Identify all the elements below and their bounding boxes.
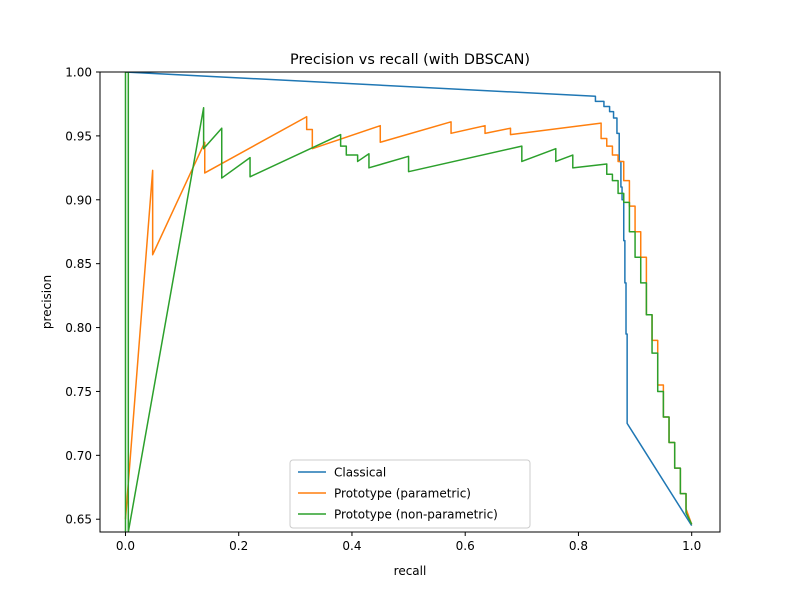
x-axis-label: recall [394,564,427,578]
y-axis-label: precision [40,275,54,329]
legend-label: Prototype (parametric) [334,487,471,501]
plot-frame [99,71,721,533]
chart-title: Precision vs recall (with DBSCAN) [290,52,530,68]
series-lines [124,72,693,532]
y-axis-ticks: 0.65 0.70 0.75 0.80 0.85 0.90 0.95 1.00 [65,66,100,527]
y-tick-label: 0.85 [65,257,92,271]
series-line-2 [124,72,693,532]
legend-label: Prototype (non-parametric) [334,508,498,522]
x-tick-label: 1.0 [682,539,701,553]
y-tick-label: 1.00 [65,66,92,80]
y-tick-label: 0.65 [65,513,92,527]
y-tick-label: 0.95 [65,129,92,143]
x-tick-label: 0.8 [569,539,588,553]
legend: Classical Prototype (parametric) Prototype… [289,459,531,529]
x-tick-label: 0.0 [116,539,135,553]
legend-box [289,459,531,529]
y-tick-label: 0.80 [65,321,92,335]
x-tick-label: 0.4 [342,539,361,553]
x-axis-ticks: 0.0 0.2 0.4 0.6 0.8 1.0 [116,532,701,553]
x-tick-label: 0.2 [229,539,248,553]
y-tick-label: 0.75 [65,385,92,399]
x-tick-label: 0.6 [456,539,475,553]
y-tick-label: 0.70 [65,449,92,463]
legend-label: Classical [334,466,386,480]
y-tick-label: 0.90 [65,193,92,207]
